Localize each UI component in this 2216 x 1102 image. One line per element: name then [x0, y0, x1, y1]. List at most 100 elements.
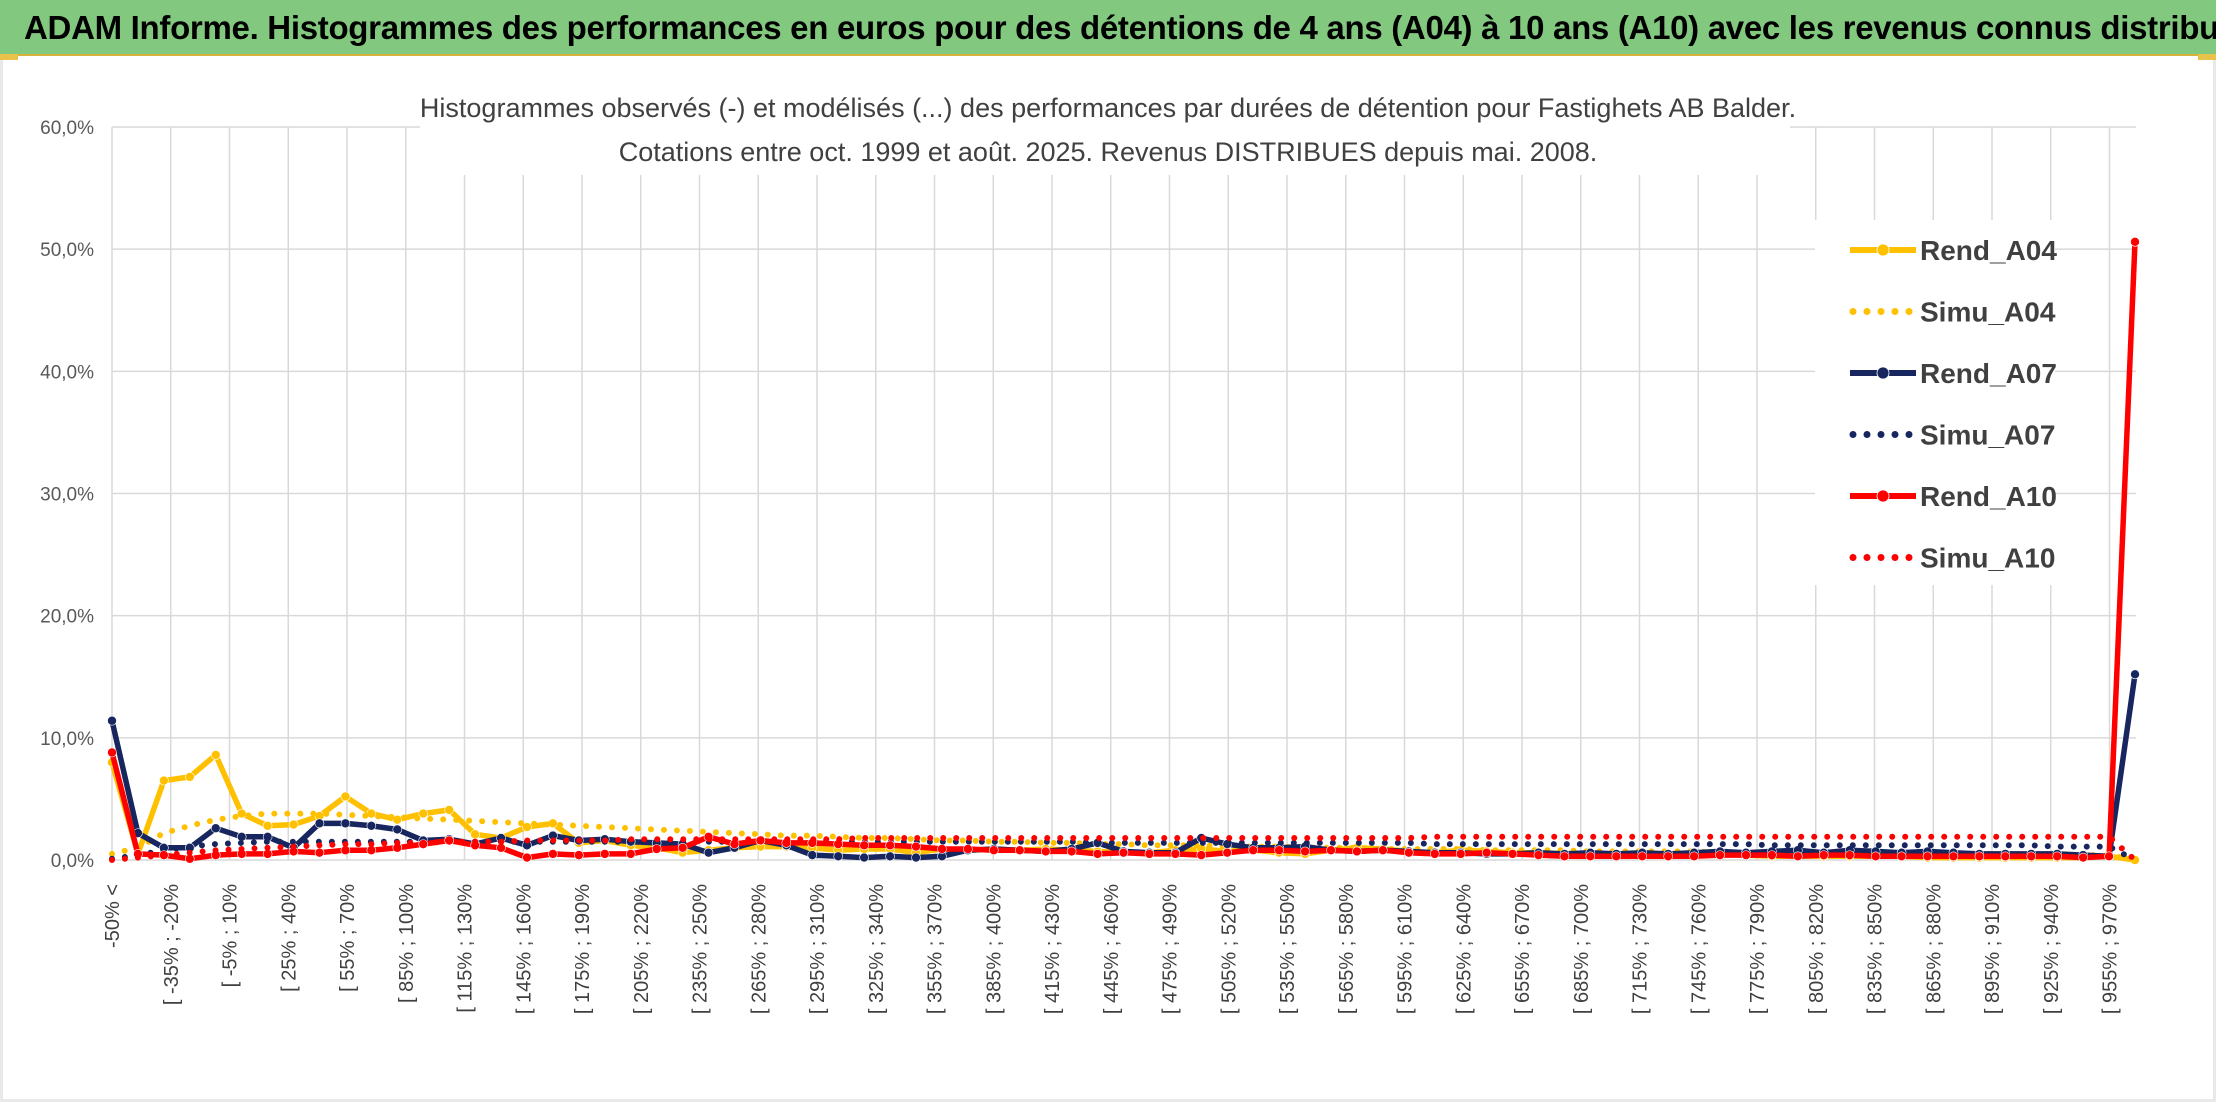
report-banner: ADAM Informe. Histogrammes des performan…: [0, 0, 2216, 56]
x-tick-label: [ -35% ; -20%: [161, 884, 183, 1005]
data-point: [1818, 850, 1829, 860]
series-layer: [107, 237, 2140, 865]
data-point: [937, 844, 947, 854]
data-point: [1741, 850, 1751, 860]
data-point: [1793, 851, 1803, 862]
x-tick-label: [ -5% ; 10%: [220, 884, 242, 988]
x-tick-label: [ 85% ; 100%: [396, 884, 418, 1003]
legend-label: Simu_A04: [1920, 297, 2056, 328]
data-point: [418, 808, 429, 819]
legend-item-Simu_A07: Simu_A07: [1849, 420, 2055, 451]
data-point: [340, 818, 351, 829]
x-tick-label: [ 775% ; 790%: [1747, 884, 1769, 1014]
data-point: [1118, 847, 1129, 858]
data-point: [2000, 851, 2011, 862]
x-tick-label: [ 475% ; 490%: [1160, 884, 1182, 1014]
data-point: [470, 829, 480, 840]
x-tick-label: [ 325% ; 340%: [866, 884, 888, 1014]
data-point: [1014, 845, 1025, 856]
data-point: [651, 844, 662, 854]
data-point: [1196, 850, 1207, 860]
data-point: [807, 850, 818, 860]
data-point: [236, 808, 247, 819]
data-point: [236, 831, 247, 842]
data-point: [1170, 849, 1181, 859]
x-tick-label: [ 265% ; 280%: [748, 884, 770, 1014]
data-point: [1300, 846, 1310, 857]
data-point: [703, 847, 714, 858]
data-point: [1455, 849, 1466, 859]
x-tick-label: [ 295% ; 310%: [807, 884, 829, 1014]
data-point: [1352, 846, 1362, 857]
x-tick-label: [ 835% ; 850%: [1865, 884, 1887, 1014]
x-axis-ticks: -50% < [ -35% ; -20% [ -5% ; 10% [ 25% ; 40…: [102, 884, 2122, 1014]
data-point: [1507, 849, 1518, 859]
x-tick-label: -50% <: [102, 884, 124, 948]
data-point: [1689, 851, 1699, 862]
data-point: [314, 818, 325, 829]
chart-title-line-2: Cotations entre oct. 1999 et août. 2025.…: [619, 137, 1598, 167]
legend-label: Rend_A04: [1920, 235, 2057, 266]
data-point: [107, 747, 117, 758]
title-backdrop: [420, 80, 1790, 175]
x-tick-label: [ 535% ; 550%: [1277, 884, 1299, 1014]
data-point: [1844, 850, 1855, 860]
data-point: [885, 851, 895, 862]
data-point: [911, 841, 921, 852]
x-tick-label: [ 595% ; 610%: [1395, 884, 1417, 1014]
data-point: [314, 847, 325, 858]
x-tick-label: [ 895% ; 910%: [1982, 884, 2004, 1014]
data-point: [2052, 851, 2062, 862]
x-tick-label: [ 745% ; 760%: [1688, 884, 1710, 1014]
data-point: [1585, 851, 1596, 862]
data-point: [2104, 851, 2114, 862]
data-point: [1974, 851, 1985, 862]
x-tick-label: [ 625% ; 640%: [1453, 884, 1475, 1014]
y-tick-label: 50,0%: [40, 240, 94, 261]
x-tick-label: [ 25% ; 40%: [278, 884, 300, 992]
data-point: [522, 852, 532, 863]
data-point: [185, 772, 195, 782]
data-point: [2130, 237, 2140, 247]
data-point: [1066, 846, 1077, 857]
data-point: [885, 840, 895, 851]
data-point: [2026, 851, 2037, 862]
legend-label: Simu_A07: [1920, 420, 2055, 451]
x-tick-label: [ 145% ; 160%: [513, 884, 535, 1014]
legend-item-Simu_A04: Simu_A04: [1849, 297, 2056, 328]
data-point: [1611, 851, 1622, 862]
data-point: [859, 852, 869, 863]
data-point: [548, 849, 558, 859]
data-point: [1378, 845, 1388, 856]
legend-marker: [1876, 489, 1890, 503]
series-Simu_A10: [109, 833, 2138, 863]
data-point: [1144, 849, 1155, 859]
legend-item-Simu_A10: Simu_A10: [1849, 543, 2055, 574]
data-point: [444, 805, 454, 815]
y-tick-label: 40,0%: [40, 362, 94, 383]
x-tick-label: [ 505% ; 520%: [1218, 884, 1240, 1014]
x-tick-label: [ 115% ; 130%: [455, 884, 477, 1013]
y-tick-label: 20,0%: [40, 607, 94, 628]
y-tick-label: 10,0%: [40, 729, 94, 750]
data-point: [1533, 850, 1544, 860]
data-point: [288, 819, 299, 830]
x-tick-label: [ 355% ; 370%: [925, 884, 947, 1014]
data-point: [1922, 851, 1933, 862]
corner-accent-left: [0, 54, 18, 60]
data-point: [625, 849, 636, 859]
data-point: [1948, 851, 1959, 862]
data-point: [366, 820, 377, 831]
legend-label: Rend_A10: [1920, 481, 2057, 512]
data-point: [989, 845, 999, 856]
series-line-Rend_A07: [109, 673, 2138, 861]
x-tick-label: [ 565% ; 580%: [1336, 884, 1358, 1014]
legend-item-Rend_A10: Rend_A10: [1850, 481, 2057, 512]
y-tick-label: 60,0%: [40, 118, 94, 139]
data-point: [1481, 847, 1492, 858]
x-tick-label: [ 955% ; 970%: [2100, 884, 2122, 1014]
data-point: [599, 849, 610, 859]
x-tick-label: [ 715% ; 730%: [1630, 884, 1652, 1014]
data-point: [159, 775, 169, 786]
report-title: ADAM Informe. Histogrammes des performan…: [24, 9, 2216, 46]
